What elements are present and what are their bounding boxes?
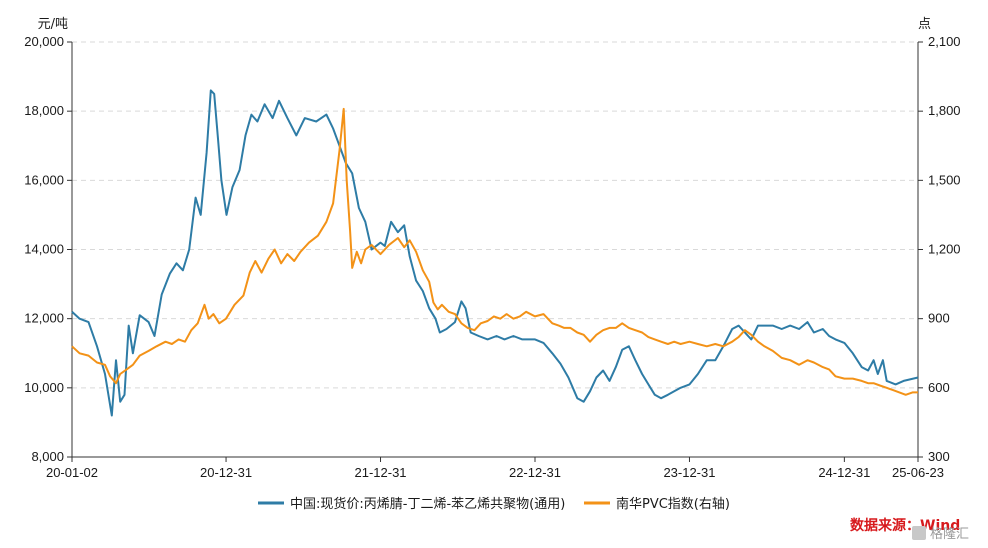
watermark: 格隆汇 bbox=[912, 526, 969, 542]
right-axis-tick-label: 300 bbox=[928, 449, 950, 464]
x-axis-tick-label: 20-01-02 bbox=[46, 465, 98, 480]
left-axis-tick-label: 8,000 bbox=[31, 449, 64, 464]
right-axis-tick-label: 1,800 bbox=[928, 103, 961, 118]
right-axis-tick-label: 600 bbox=[928, 380, 950, 395]
data-source: 数据来源：Wind bbox=[850, 517, 960, 534]
right-axis-unit-label: 点 bbox=[918, 17, 931, 32]
left-axis-tick-label: 16,000 bbox=[24, 172, 64, 187]
watermark-text: 格隆汇 bbox=[930, 526, 969, 542]
legend-label-pvc: 南华PVC指数(右轴) bbox=[616, 496, 730, 512]
x-axis-tick-label: 20-12-31 bbox=[200, 465, 252, 480]
x-axis-tick-label: 24-12-31 bbox=[818, 465, 870, 480]
axes: 8,000 10,000 12,000 14,000 16,000 18,000 20,00… bbox=[24, 34, 960, 480]
left-axis-unit-label: 元/吨 bbox=[38, 17, 68, 32]
left-axis-tick-label: 20,000 bbox=[24, 34, 64, 49]
left-axis-tick-label: 12,000 bbox=[24, 311, 64, 326]
grid bbox=[72, 41, 918, 389]
series bbox=[71, 89, 919, 417]
right-axis-tick-label: 1,200 bbox=[928, 242, 961, 257]
left-axis-tick-label: 10,000 bbox=[24, 380, 64, 395]
legend-label-abs: 中国:现货价:丙烯腈-丁二烯-苯乙烯共聚物(通用) bbox=[290, 496, 565, 512]
watermark-logo-icon bbox=[912, 526, 926, 540]
x-axis-tick-label: 23-12-31 bbox=[663, 465, 715, 480]
legend: 中国:现货价:丙烯腈-丁二烯-苯乙烯共聚物(通用) 南华PVC指数(右轴) bbox=[258, 496, 730, 512]
right-axis-tick-label: 900 bbox=[928, 311, 950, 326]
right-axis-tick-label: 2,100 bbox=[928, 34, 961, 49]
left-axis-tick-label: 18,000 bbox=[24, 103, 64, 118]
series-line-abs bbox=[71, 89, 919, 417]
right-axis-tick-label: 1,500 bbox=[928, 172, 961, 187]
left-axis-tick-label: 14,000 bbox=[24, 242, 64, 257]
series-line-pvc bbox=[71, 107, 918, 396]
x-axis-tick-label: 25-06-23 bbox=[892, 465, 944, 480]
x-axis-tick-label: 21-12-31 bbox=[354, 465, 406, 480]
x-axis-tick-label: 22-12-31 bbox=[509, 465, 561, 480]
